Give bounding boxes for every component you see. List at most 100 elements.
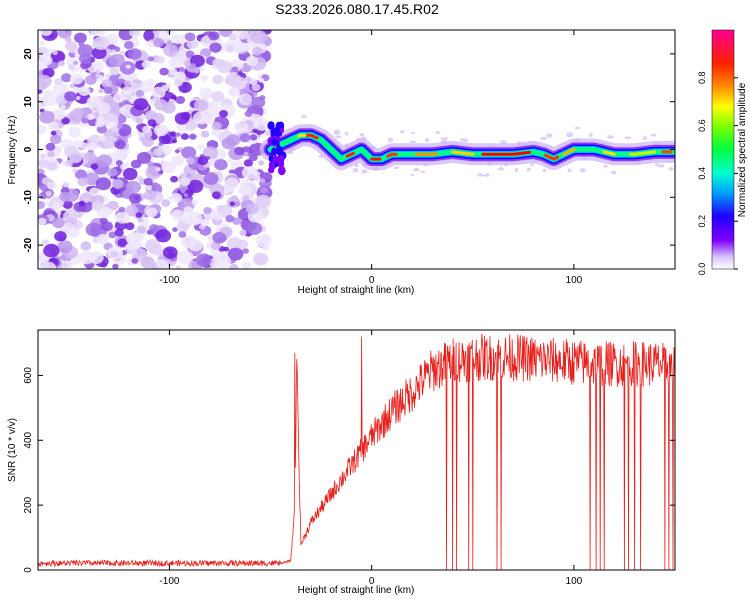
snr-y-label: SNR (10 * v/v) bbox=[7, 418, 18, 482]
heatmap-noise-cell bbox=[39, 40, 46, 47]
spectrogram-y-ticks: -20 -10 0 10 20 bbox=[23, 48, 675, 252]
y-tick-label: 600 bbox=[23, 367, 34, 384]
heatmap-noise-cell bbox=[38, 54, 53, 66]
heatmap-noise-cell bbox=[200, 130, 210, 138]
colorbar-tick-label: 0.6 bbox=[697, 119, 707, 132]
heatmap-noise-cell bbox=[154, 99, 169, 111]
heatmap-noise-cell bbox=[114, 228, 124, 237]
heatmap-noise-cell bbox=[103, 86, 113, 95]
heatmap-noise-cell bbox=[105, 74, 111, 79]
heatmap-noise-cell bbox=[194, 69, 200, 74]
heatmap-speck bbox=[588, 132, 593, 137]
heatmap-noise-cell bbox=[38, 124, 47, 135]
snr-y-ticks: 0 200 400 600 bbox=[23, 367, 675, 573]
heatmap-noise-cell bbox=[50, 134, 62, 145]
colorbar-tick-label: 0.8 bbox=[697, 72, 707, 85]
heatmap-noise-cell bbox=[109, 67, 120, 76]
heatmap-noise-cell bbox=[216, 205, 224, 212]
heatmap-noise-cell bbox=[171, 209, 186, 221]
heatmap-noise-cell bbox=[78, 86, 91, 97]
heatmap-peak-segment bbox=[481, 150, 531, 156]
heatmap-noise-cell bbox=[100, 221, 113, 232]
heatmap-onset-cell bbox=[278, 166, 286, 176]
heatmap-noise-cell bbox=[59, 191, 72, 202]
heatmap-noise-cell bbox=[244, 110, 253, 117]
y-tick-label: 20 bbox=[23, 48, 34, 60]
heatmap-noise-cell bbox=[101, 79, 113, 89]
heatmap-noise-cell bbox=[141, 137, 154, 147]
heatmap-noise-cell bbox=[170, 192, 183, 203]
heatmap-peak-segment bbox=[629, 150, 657, 156]
heatmap-noise-cell bbox=[151, 86, 166, 99]
heatmap-noise-cell bbox=[38, 147, 43, 153]
heatmap-noise-cell bbox=[96, 234, 109, 245]
heatmap-speck bbox=[650, 133, 657, 137]
heatmap-noise-cell bbox=[156, 56, 165, 64]
heatmap-noise-cell bbox=[181, 146, 197, 159]
heatmap-noise-cell bbox=[45, 142, 56, 151]
heatmap-speck bbox=[566, 132, 574, 138]
heatmap-noise-cell bbox=[162, 246, 178, 259]
heatmap-noise-cell bbox=[175, 265, 181, 269]
heatmap-noise-cell bbox=[146, 160, 154, 167]
heatmap-noise-cell bbox=[117, 238, 128, 247]
snr-x-ticks: -100 0 100 bbox=[159, 330, 583, 587]
heatmap-noise-cell bbox=[210, 241, 221, 250]
heatmap-peak-segment bbox=[602, 150, 616, 156]
heatmap-noise-cell bbox=[72, 107, 84, 118]
heatmap-speck bbox=[411, 132, 415, 135]
heatmap-noise-cell bbox=[64, 159, 73, 167]
heatmap-noise-cell bbox=[65, 41, 78, 51]
heatmap-noise-cell bbox=[175, 132, 181, 137]
x-tick-label: 0 bbox=[369, 576, 375, 587]
heatmap-noise-cell bbox=[183, 206, 193, 214]
heatmap-noise-cell bbox=[214, 159, 228, 171]
heatmap-noise-cell bbox=[216, 60, 233, 74]
y-tick-label: 10 bbox=[23, 96, 34, 108]
heatmap-noise-cell bbox=[210, 100, 219, 109]
heatmap-noise-cell bbox=[81, 117, 90, 124]
heatmap-noise-cell bbox=[52, 108, 66, 120]
heatmap-speck bbox=[419, 170, 426, 173]
heatmap-noise-cell bbox=[43, 89, 55, 100]
heatmap-noise-cell bbox=[135, 89, 145, 98]
heatmap-speck bbox=[399, 130, 405, 134]
heatmap-noise-cell bbox=[109, 53, 125, 68]
colorbar-label: Normalized spectral amplitude bbox=[737, 82, 748, 217]
heatmap-noise-cell bbox=[67, 64, 75, 71]
heatmap-noise-cell bbox=[38, 159, 49, 169]
heatmap-onset-cell bbox=[268, 154, 274, 163]
heatmap-noise-cell bbox=[180, 172, 187, 178]
heatmap-speck bbox=[424, 138, 430, 142]
heatmap-noise-cell bbox=[161, 199, 171, 207]
heatmap-noise-cell bbox=[203, 172, 219, 185]
y-tick-label: 0 bbox=[23, 567, 34, 573]
heatmap-speck bbox=[654, 163, 660, 167]
heatmap-noise-cell bbox=[174, 78, 184, 87]
heatmap-noise-cell bbox=[43, 243, 60, 258]
heatmap-speck bbox=[526, 167, 531, 172]
heatmap-noise-cell bbox=[144, 110, 157, 121]
heatmap-speck bbox=[410, 173, 415, 177]
heatmap-noise-cell bbox=[84, 75, 97, 85]
heatmap-noise-cell bbox=[137, 217, 144, 223]
heatmap-speck bbox=[443, 137, 449, 140]
heatmap-noise-cell bbox=[225, 72, 242, 86]
heatmap-noise-cell bbox=[153, 38, 165, 48]
heatmap-noise-cell bbox=[40, 30, 53, 36]
heatmap-onset-cell bbox=[271, 147, 277, 156]
heatmap-noise-cell bbox=[118, 206, 126, 213]
heatmap-noise-cell bbox=[111, 49, 117, 54]
heatmap-noise-cell bbox=[184, 32, 196, 42]
heatmap-speck bbox=[497, 167, 505, 171]
heatmap-noise-cell bbox=[202, 146, 219, 160]
heatmap-noise-cell bbox=[213, 213, 223, 221]
heatmap-speck bbox=[542, 168, 547, 173]
heatmap-peak-segment bbox=[544, 153, 560, 161]
heatmap-noise-cell bbox=[259, 221, 265, 226]
heatmap-noise-cell bbox=[254, 117, 270, 131]
heatmap-noise-cell bbox=[185, 122, 196, 131]
heatmap-onset-cell bbox=[274, 131, 283, 137]
heatmap-noise-cell bbox=[225, 44, 234, 52]
